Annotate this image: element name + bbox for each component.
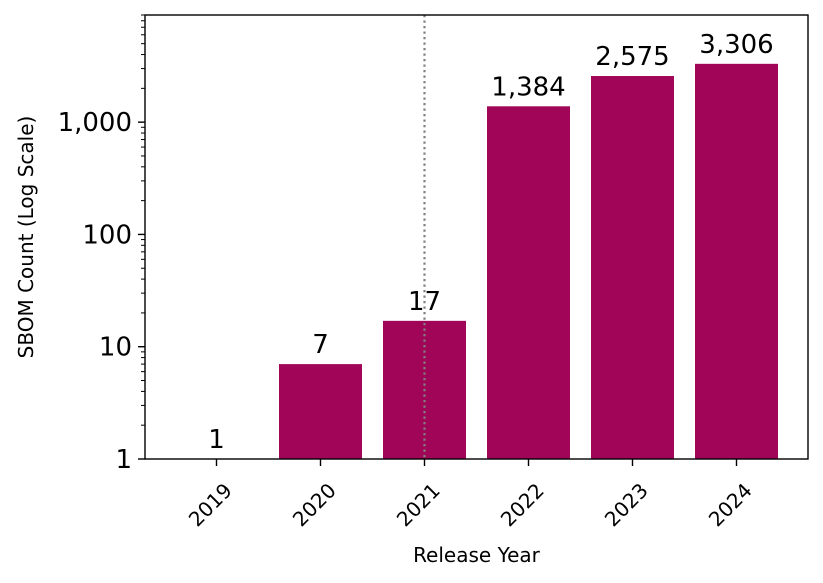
y-axis-group: 1 10 100 1,000: [58, 14, 145, 475]
bar-2022: [487, 106, 570, 459]
data-label-2021: 17: [408, 287, 441, 317]
bar-2020: [279, 364, 362, 459]
bar-2024: [695, 63, 778, 459]
x-tick-label: 2022: [496, 478, 549, 531]
y-tick-label: 10: [99, 333, 132, 363]
bar-2023: [591, 76, 674, 459]
x-axis-title: Release Year: [413, 543, 541, 567]
data-label-2023: 2,575: [595, 42, 669, 72]
bars-group: [279, 63, 778, 459]
plot-frame: [144, 14, 809, 460]
y-tick-label: 1: [115, 445, 132, 475]
x-tick-label: 2024: [704, 478, 757, 531]
data-label-2022: 1,384: [491, 72, 565, 102]
data-label-2019: 1: [208, 425, 225, 455]
x-axis-group: 2019 2020 2021 2022 2023 2024: [184, 459, 757, 531]
data-label-2024: 3,306: [699, 30, 773, 60]
x-tick-label: 2019: [184, 478, 237, 531]
y-tick-label: 1,000: [58, 108, 132, 138]
x-tick-label: 2020: [288, 478, 341, 531]
x-tick-label: 2021: [392, 478, 445, 531]
x-tick-label: 2023: [600, 478, 653, 531]
y-axis-title: SBOM Count (Log Scale): [14, 116, 38, 359]
data-label-2020: 7: [312, 330, 329, 360]
y-tick-label: 100: [82, 220, 132, 250]
